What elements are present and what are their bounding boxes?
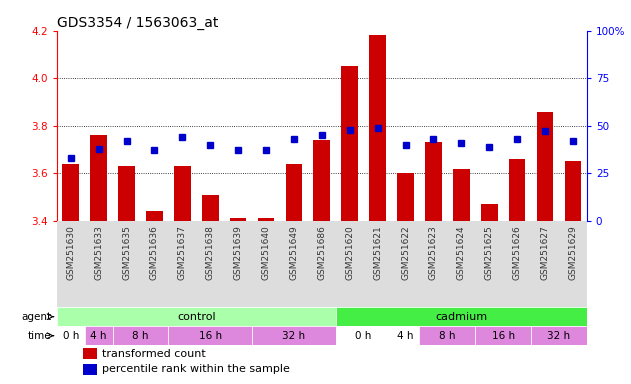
Text: GSM251625: GSM251625 xyxy=(485,225,493,280)
Text: GSM251638: GSM251638 xyxy=(206,225,215,280)
Text: GDS3354 / 1563063_at: GDS3354 / 1563063_at xyxy=(57,16,218,30)
Bar xyxy=(118,166,135,221)
Bar xyxy=(425,142,442,221)
Bar xyxy=(369,35,386,221)
Text: 8 h: 8 h xyxy=(439,331,456,341)
Bar xyxy=(286,164,302,221)
Text: GSM251637: GSM251637 xyxy=(178,225,187,280)
Bar xyxy=(336,307,587,326)
Bar xyxy=(202,195,218,221)
Text: 0 h: 0 h xyxy=(355,331,372,341)
Text: 8 h: 8 h xyxy=(133,331,149,341)
Bar xyxy=(146,211,163,221)
Text: GSM251649: GSM251649 xyxy=(290,225,298,280)
Bar xyxy=(536,111,553,221)
Bar xyxy=(314,140,330,221)
Bar xyxy=(531,326,587,345)
Bar xyxy=(392,326,420,345)
Text: 32 h: 32 h xyxy=(547,331,570,341)
Bar xyxy=(509,159,526,221)
Text: GSM251640: GSM251640 xyxy=(261,225,271,280)
Bar xyxy=(57,326,85,345)
Text: GSM251636: GSM251636 xyxy=(150,225,159,280)
Text: GSM251620: GSM251620 xyxy=(345,225,354,280)
Text: GSM251686: GSM251686 xyxy=(317,225,326,280)
Text: GSM251626: GSM251626 xyxy=(512,225,522,280)
Text: GSM251627: GSM251627 xyxy=(541,225,550,280)
Text: GSM251633: GSM251633 xyxy=(94,225,103,280)
Bar xyxy=(83,348,97,359)
Bar xyxy=(85,326,112,345)
Text: 16 h: 16 h xyxy=(492,331,515,341)
Bar xyxy=(168,326,252,345)
Bar xyxy=(341,66,358,221)
Text: 32 h: 32 h xyxy=(282,331,305,341)
Text: GSM251621: GSM251621 xyxy=(373,225,382,280)
Bar xyxy=(420,326,475,345)
Text: percentile rank within the sample: percentile rank within the sample xyxy=(102,364,290,374)
Text: 16 h: 16 h xyxy=(199,331,221,341)
Bar xyxy=(565,161,581,221)
Text: GSM251639: GSM251639 xyxy=(233,225,242,280)
Text: GSM251630: GSM251630 xyxy=(66,225,75,280)
Bar xyxy=(475,326,531,345)
Bar xyxy=(397,173,414,221)
Text: time: time xyxy=(28,331,51,341)
Text: 0 h: 0 h xyxy=(62,331,79,341)
Bar xyxy=(230,218,247,221)
Bar xyxy=(257,218,274,221)
Bar xyxy=(336,326,392,345)
Bar xyxy=(481,204,498,221)
Text: GSM251622: GSM251622 xyxy=(401,225,410,280)
Text: 4 h: 4 h xyxy=(398,331,414,341)
Text: transformed count: transformed count xyxy=(102,349,206,359)
Bar xyxy=(112,326,168,345)
Bar xyxy=(62,164,79,221)
Bar xyxy=(57,307,336,326)
Text: GSM251635: GSM251635 xyxy=(122,225,131,280)
Text: GSM251623: GSM251623 xyxy=(429,225,438,280)
Bar xyxy=(453,169,469,221)
Bar xyxy=(174,166,191,221)
Text: control: control xyxy=(177,312,216,322)
Text: cadmium: cadmium xyxy=(435,312,487,322)
Bar xyxy=(83,364,97,375)
Text: agent: agent xyxy=(21,312,51,322)
Bar xyxy=(90,135,107,221)
Text: GSM251629: GSM251629 xyxy=(569,225,577,280)
Bar xyxy=(252,326,336,345)
Text: 4 h: 4 h xyxy=(90,331,107,341)
Text: GSM251624: GSM251624 xyxy=(457,225,466,280)
